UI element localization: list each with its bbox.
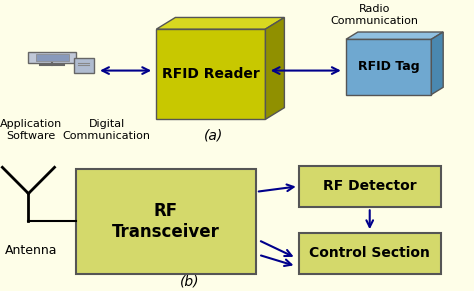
Polygon shape [265,17,284,119]
FancyBboxPatch shape [156,29,265,119]
FancyBboxPatch shape [346,39,431,95]
Text: (b): (b) [180,274,200,288]
FancyBboxPatch shape [76,169,256,274]
Text: RF Detector: RF Detector [323,179,417,193]
FancyBboxPatch shape [28,52,76,63]
Text: RF
Transceiver: RF Transceiver [112,202,220,241]
Polygon shape [346,32,443,39]
FancyBboxPatch shape [74,58,94,73]
FancyBboxPatch shape [36,54,69,61]
Text: Application
Software: Application Software [0,119,62,141]
FancyBboxPatch shape [299,233,441,274]
Text: Digital
Communication: Digital Communication [63,119,151,141]
FancyBboxPatch shape [299,166,441,207]
Text: RFID Reader: RFID Reader [162,67,260,81]
Text: Antenna: Antenna [5,244,57,257]
Text: Control Section: Control Section [309,246,430,260]
Polygon shape [156,17,284,29]
Text: (a): (a) [204,129,223,143]
Polygon shape [431,32,443,95]
Text: Radio
Communication: Radio Communication [330,4,419,26]
Text: RFID Tag: RFID Tag [358,61,419,73]
